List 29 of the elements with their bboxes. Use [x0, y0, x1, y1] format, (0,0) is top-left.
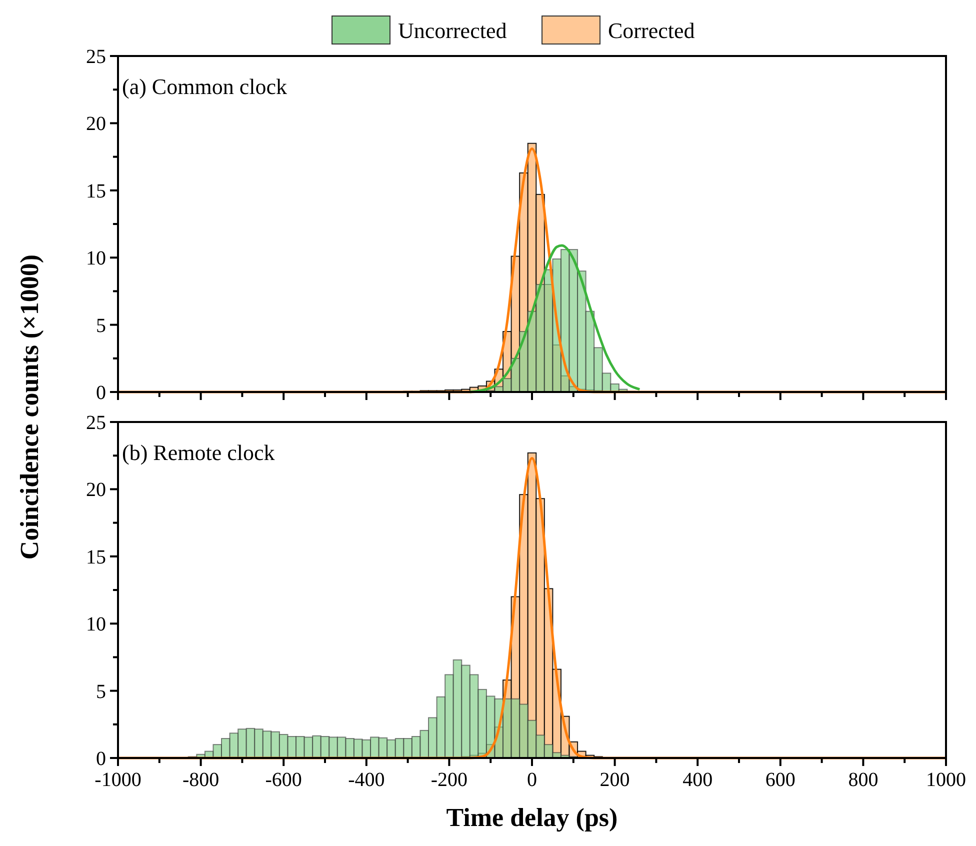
- y-tick-label: 5: [96, 680, 106, 703]
- y-tick-label: 15: [86, 180, 106, 202]
- legend-label: Uncorrected: [398, 18, 507, 43]
- x-tick-label: 800: [848, 769, 878, 791]
- x-tick-label: -400: [348, 769, 385, 791]
- y-tick-label: 5: [96, 314, 106, 337]
- x-tick-label: 400: [682, 769, 713, 791]
- legend-label: Corrected: [608, 18, 695, 43]
- y-axis-title: Coincidence counts (×1000): [15, 254, 44, 560]
- x-tick-label: -600: [265, 769, 302, 791]
- y-tick-label: 0: [96, 382, 106, 404]
- y-tick-label: 15: [86, 546, 106, 568]
- x-tick-label: 200: [600, 769, 630, 791]
- y-tick-label: 10: [86, 614, 106, 636]
- y-tick-label: 20: [86, 479, 106, 502]
- y-tick-label: 25: [86, 412, 106, 434]
- y-tick-label: 25: [86, 46, 106, 68]
- x-tick-label: 0: [527, 769, 537, 791]
- x-tick-label: -200: [430, 769, 468, 791]
- annotation: (a) Common clock: [122, 74, 287, 99]
- x-tick-label: -800: [182, 769, 220, 791]
- x-tick-label: -1000: [94, 769, 142, 791]
- y-tick-label: 10: [86, 248, 106, 270]
- x-axis-title: Time delay (ps): [446, 803, 618, 832]
- annotation: (b) Remote clock: [122, 440, 275, 465]
- x-tick-label: 1000: [926, 769, 966, 791]
- y-tick-label: 0: [96, 748, 106, 770]
- x-tick-label: 600: [765, 769, 796, 791]
- y-tick-label: 20: [86, 113, 106, 136]
